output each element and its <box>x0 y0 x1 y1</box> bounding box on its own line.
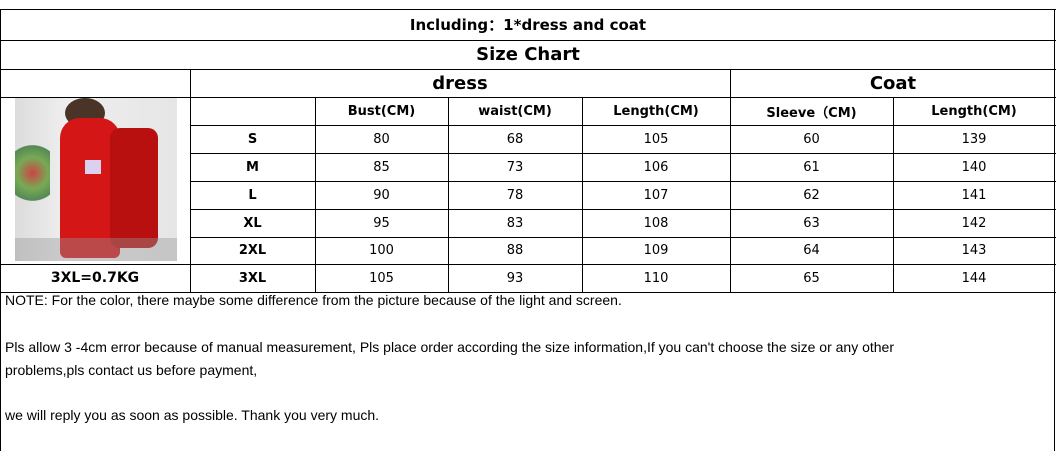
including-text: Including：1*dress and coat <box>409 16 647 34</box>
measurement-cell: 142 <box>961 215 987 231</box>
table-rule <box>0 69 1056 70</box>
measurement-cell: 90 <box>373 187 390 203</box>
table-rule <box>893 97 894 292</box>
note-reply: we will reply you as soon as possible. T… <box>5 407 380 423</box>
measurement-cell: 80 <box>373 131 390 147</box>
table-rule <box>582 97 583 292</box>
note-error: Pls allow 3 -4cm error because of manual… <box>5 339 894 355</box>
measurement-cell: 108 <box>643 215 669 231</box>
product-photo <box>15 98 177 261</box>
size-cell: XL <box>243 215 262 231</box>
measurement-cell: 63 <box>803 215 820 231</box>
table-rule <box>0 40 1056 41</box>
measurement-cell: 109 <box>643 243 669 258</box>
measurement-cell: 83 <box>506 215 524 231</box>
measurement-cell: 140 <box>961 159 987 175</box>
measurement-cell: 93 <box>506 270 524 286</box>
weight-label: 3XL=0.7KG <box>50 270 140 286</box>
measurement-cell: 62 <box>803 187 820 203</box>
measurement-cell: 106 <box>643 159 669 175</box>
coat-group-header: Coat <box>869 72 917 94</box>
column-header: waist(CM) <box>478 103 552 119</box>
page-title: Size Chart <box>476 44 580 65</box>
table-rule <box>315 97 316 292</box>
measurement-cell: 85 <box>373 159 390 175</box>
note-contact: problems,pls contact us before payment, <box>5 362 258 378</box>
table-rule <box>190 237 1056 238</box>
measurement-cell: 139 <box>961 131 987 147</box>
measurement-cell: 73 <box>506 159 524 175</box>
measurement-cell: 110 <box>643 270 669 286</box>
table-rule <box>190 209 1056 210</box>
size-cell: L <box>248 187 257 203</box>
measurement-cell: 95 <box>373 215 390 231</box>
measurement-cell: 144 <box>961 270 987 286</box>
table-rule <box>0 9 1056 10</box>
table-rule <box>190 181 1056 182</box>
size-cell: M <box>246 159 259 175</box>
table-rule <box>0 97 1056 98</box>
table-rule <box>190 153 1056 154</box>
table-rule <box>190 69 191 292</box>
measurement-cell: 100 <box>369 243 394 258</box>
column-header: Length(CM) <box>613 103 699 119</box>
dress-group-header: dress <box>432 72 488 94</box>
measurement-cell: 68 <box>506 131 524 147</box>
table-rule <box>448 97 449 292</box>
measurement-cell: 65 <box>803 270 820 286</box>
size-cell: 3XL <box>238 270 267 286</box>
table-rule <box>0 9 1 451</box>
measurement-cell: 88 <box>506 243 524 258</box>
measurement-cell: 64 <box>803 243 820 258</box>
table-rule <box>730 69 731 292</box>
table-rule <box>0 292 1056 293</box>
size-cell: 2XL <box>238 243 267 258</box>
measurement-cell: 141 <box>961 187 987 203</box>
measurement-cell: 60 <box>803 131 820 147</box>
column-header: Length(CM) <box>931 103 1017 119</box>
measurement-cell: 105 <box>369 270 394 286</box>
measurement-cell: 78 <box>506 187 524 203</box>
table-rule <box>0 264 1056 265</box>
measurement-cell: 61 <box>803 159 820 175</box>
measurement-cell: 107 <box>643 187 669 203</box>
note-color: NOTE: For the color, there maybe some di… <box>5 292 622 308</box>
column-header: Bust(CM) <box>347 103 416 119</box>
measurement-cell: 105 <box>643 131 669 147</box>
column-header: Sleeve（CM) <box>766 105 857 121</box>
table-rule <box>190 125 1056 126</box>
table-rule <box>1054 9 1055 451</box>
measurement-cell: 143 <box>961 243 987 258</box>
size-cell: S <box>247 131 258 147</box>
